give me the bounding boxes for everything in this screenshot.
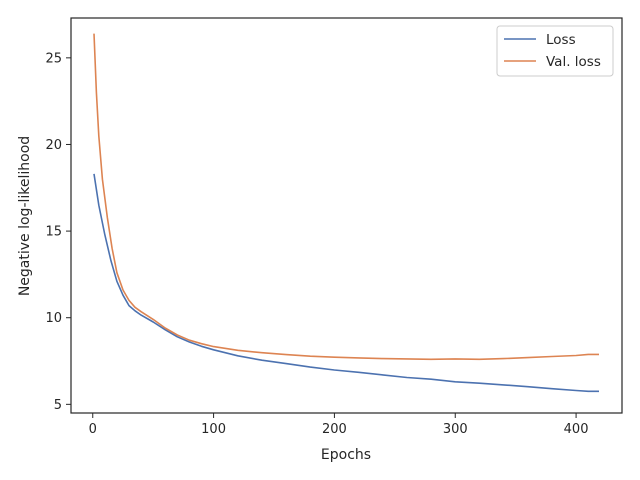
axes-frame	[70, 17, 623, 414]
x-tick-label: 200	[322, 422, 347, 437]
x-tick-label: 400	[564, 422, 589, 437]
legend-label-val-loss: Val. loss	[546, 54, 601, 70]
y-tick-label: 15	[45, 225, 62, 240]
x-tick-label: 100	[201, 422, 226, 437]
y-tick-label: 10	[45, 311, 62, 326]
x-tick-label: 300	[443, 422, 468, 437]
x-axis-label: Epochs	[321, 447, 371, 463]
x-axis-ticks: 0 100 200 300 400	[89, 413, 589, 437]
x-tick-label: 0	[89, 422, 97, 437]
series-line-val-loss	[93, 33, 599, 361]
legend: Loss Val. loss	[496, 25, 614, 77]
y-axis-ticks: 5 10 15 20 25	[45, 51, 71, 413]
y-tick-label: 20	[45, 138, 62, 153]
y-tick-label: 25	[45, 51, 62, 66]
legend-label-loss: Loss	[546, 32, 576, 48]
y-tick-label: 5	[54, 398, 62, 413]
series-layer	[93, 33, 599, 393]
series-line-loss	[93, 173, 599, 393]
y-axis-label: Negative log-likelihood	[17, 136, 33, 296]
